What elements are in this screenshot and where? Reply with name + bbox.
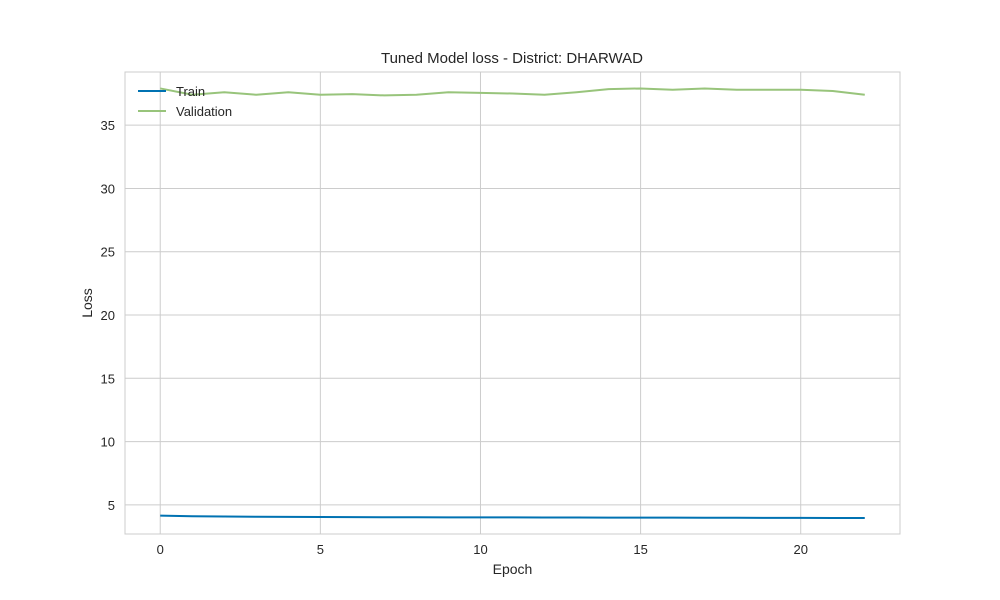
x-tick-label: 15 [633,542,647,557]
y-tick-label: 25 [101,245,115,260]
x-tick-label: 0 [157,542,164,557]
series-line-validation [160,87,865,97]
x-tick-label: 20 [793,542,807,557]
x-tick-label: 5 [317,542,324,557]
x-axis-label: Epoch [493,561,533,577]
series-line-train [160,514,865,520]
y-tick-label: 30 [101,181,115,196]
y-tick-label: 15 [101,371,115,386]
chart-title: Tuned Model loss - District: DHARWAD [381,50,643,67]
y-axis-label: Loss [79,288,95,318]
legend-label-validation: Validation [176,104,232,119]
series-lines [160,87,865,520]
grid-lines [125,72,900,534]
plot-frame [124,71,901,535]
y-tick-label: 10 [101,435,115,450]
tick-labels: 0 5 10 15 20 5 10 15 20 25 30 35 [101,118,808,557]
legend: Train Validation [138,84,232,119]
x-tick-label: 10 [473,542,487,557]
legend-label-train: Train [176,84,205,99]
y-tick-label: 20 [101,308,115,323]
y-tick-label: 5 [108,498,115,513]
y-tick-label: 35 [101,118,115,133]
